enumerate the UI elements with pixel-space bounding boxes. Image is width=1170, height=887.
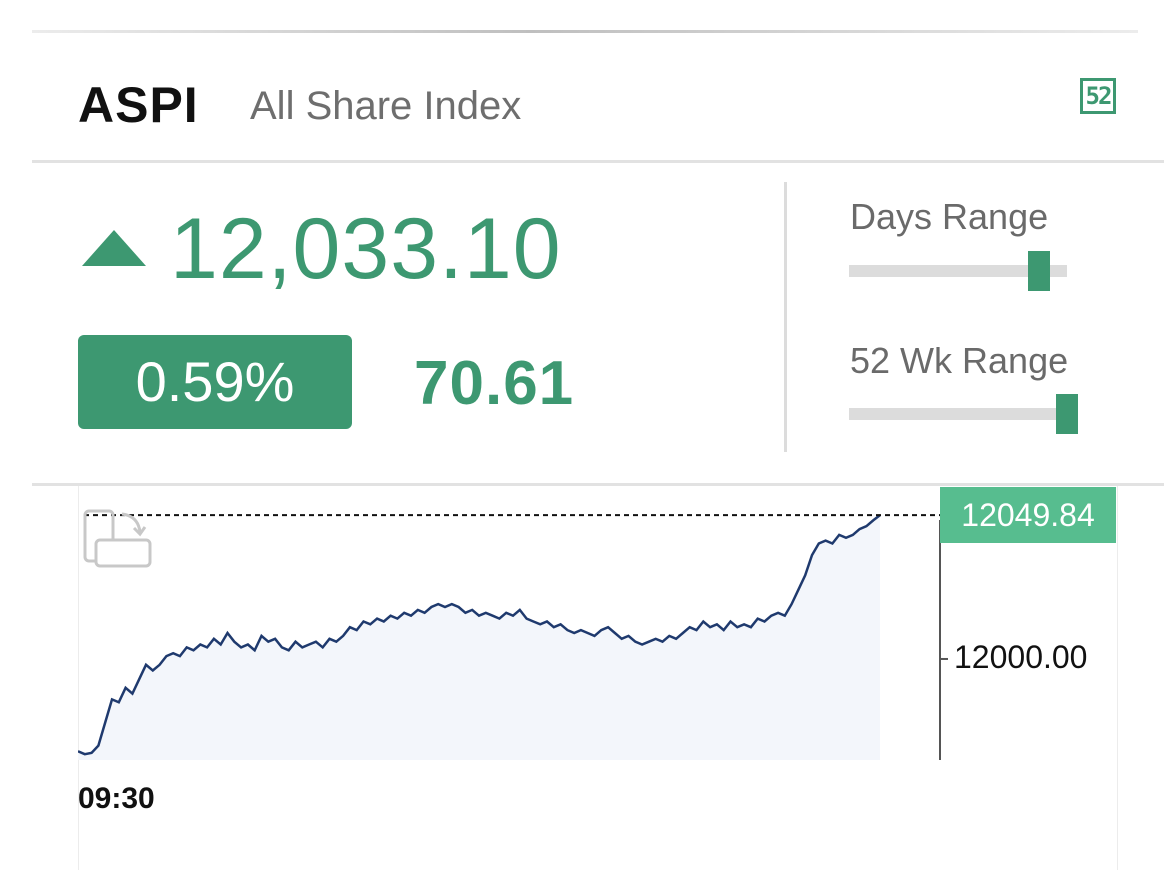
wk52-range-label: 52 Wk Range bbox=[850, 340, 1069, 381]
up-arrow-icon bbox=[82, 230, 146, 266]
days-range-bar bbox=[849, 251, 1067, 291]
top-divider bbox=[32, 30, 1138, 33]
x-axis-start-label: 09:30 bbox=[78, 782, 155, 815]
days-range-label: Days Range bbox=[850, 196, 1049, 237]
change-points: 70.61 bbox=[414, 349, 575, 418]
chart-area bbox=[78, 515, 880, 760]
index-symbol: ASPI bbox=[78, 77, 199, 133]
vertical-divider bbox=[784, 182, 787, 452]
chart-canvas bbox=[78, 514, 948, 760]
chart-divider bbox=[32, 483, 1164, 486]
y-axis-tick-label: 12000.00 bbox=[954, 638, 1088, 675]
index-header: ASPI All Share Index 52 bbox=[78, 70, 1138, 140]
chart-series-line bbox=[78, 514, 881, 756]
index-full-name: All Share Index bbox=[250, 84, 522, 128]
rotate-device-icon[interactable] bbox=[82, 508, 154, 570]
fifty-two-week-icon[interactable]: 52 bbox=[1080, 78, 1116, 114]
intraday-chart: 12049.84 12000.00 09:30 bbox=[78, 486, 1118, 870]
current-price: 12,033.10 bbox=[170, 201, 562, 297]
wk52-range-bar bbox=[849, 394, 1078, 434]
price-row: 12,033.10 bbox=[78, 200, 778, 300]
chart-frame bbox=[78, 486, 1118, 870]
wk52-range-marker bbox=[1055, 394, 1078, 434]
days-range-marker bbox=[1027, 251, 1050, 291]
header-divider bbox=[32, 160, 1164, 163]
last-price-tag: 12049.84 bbox=[940, 487, 1116, 544]
change-percent-badge: 0.59% bbox=[78, 335, 352, 429]
